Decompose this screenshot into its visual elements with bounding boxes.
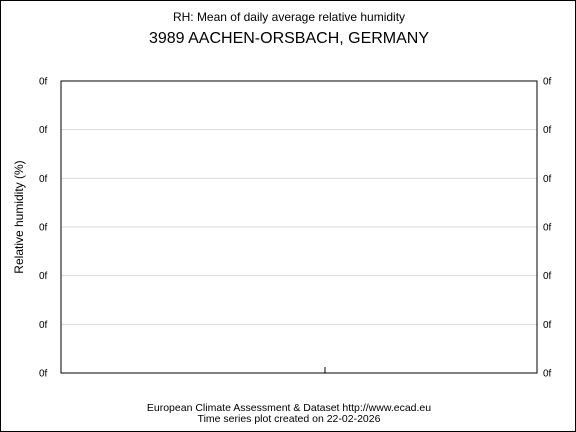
y-axis-right-ticks: 0f 0f 0f 0f 0f 0f 0f (543, 77, 552, 380)
y-tick-label-left: 0f (39, 174, 48, 185)
y-axis-left-ticks: 0f 0f 0f 0f 0f 0f 0f (39, 77, 48, 380)
y-tick-label-right: 0f (543, 174, 552, 185)
chart-title: RH: Mean of daily average relative humid… (173, 10, 405, 24)
plot-area-frame (60, 80, 538, 374)
y-tick-label-left: 0f (39, 125, 48, 136)
y-tick-label-left: 0f (39, 369, 48, 380)
chart-subtitle-station: 3989 AACHEN-ORSBACH, GERMANY (149, 30, 429, 47)
y-axis-label: Relative humidity (%) (12, 160, 26, 273)
y-tick-label-left: 0f (39, 320, 48, 331)
y-tick-label-left: 0f (39, 223, 48, 234)
y-tick-label-left: 0f (39, 77, 48, 88)
footer-source: European Climate Assessment & Dataset ht… (147, 402, 431, 414)
footer-created: Time series plot created on 22-02-2026 (198, 413, 381, 425)
y-tick-label-right: 0f (543, 125, 552, 136)
y-tick-label-left: 0f (39, 271, 48, 282)
y-tick-label-right: 0f (543, 271, 552, 282)
gridlines (61, 129, 537, 325)
y-tick-label-right: 0f (543, 369, 552, 380)
y-tick-label-right: 0f (543, 77, 552, 88)
y-tick-label-right: 0f (543, 223, 552, 234)
y-tick-label-right: 0f (543, 320, 552, 331)
